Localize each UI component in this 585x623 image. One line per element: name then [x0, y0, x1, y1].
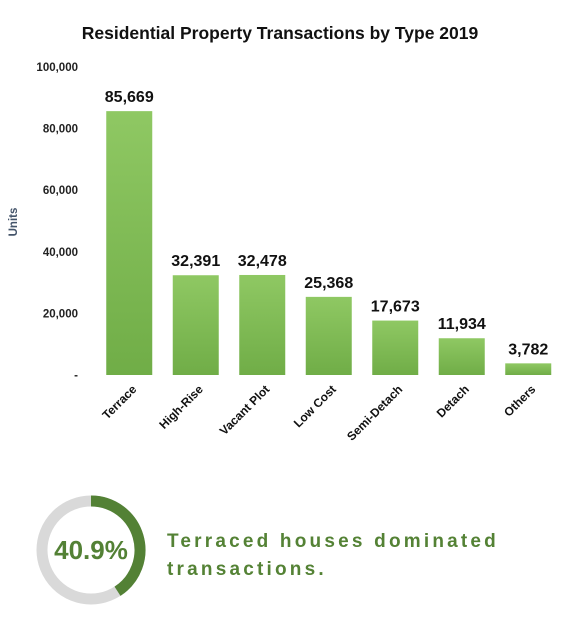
x-category-label: Others: [501, 382, 538, 419]
x-category-label: High-Rise: [156, 382, 206, 432]
x-category-label: Semi-Detach: [344, 382, 405, 443]
y-tick-label: 60,000: [43, 185, 78, 197]
bar-value-label: 3,782: [508, 341, 548, 358]
y-axis-ticks: - 20,000 40,000 60,000 80,000 100,000: [36, 62, 78, 382]
y-tick-label: 20,000: [43, 308, 78, 320]
bar-value-label: 25,368: [304, 275, 353, 292]
x-category-label: Low Cost: [291, 382, 339, 430]
bar: [438, 338, 485, 375]
percent-ring: 40.9%: [36, 495, 146, 605]
bar-value-label: 32,391: [171, 253, 220, 270]
chart-title: Residential Property Transactions by Typ…: [82, 23, 479, 43]
ring-progress-arc: [90, 495, 146, 596]
x-category-label: Terrace: [99, 382, 139, 422]
bar-value-label: 11,934: [438, 316, 486, 333]
y-tick-label: 100,000: [36, 62, 78, 74]
bar: [106, 111, 153, 376]
bar: [305, 296, 352, 375]
y-tick-label: 40,000: [43, 247, 78, 259]
bar-value-label: 85,669: [105, 89, 154, 106]
bar: [372, 320, 419, 375]
highlight-text: Terraced houses dominated transactions.: [167, 531, 499, 580]
bar-value-label: 32,478: [238, 253, 287, 270]
category-labels-group: Terrace High-Rise Vacant Plot Low Cost Semi-…: [99, 382, 538, 444]
bar: [239, 274, 286, 375]
y-tick-label: 80,000: [43, 124, 78, 136]
bar: [172, 275, 219, 375]
bars-group: [106, 111, 552, 376]
y-axis-label: Units: [8, 208, 20, 237]
x-category-label: Vacant Plot: [217, 382, 273, 438]
bar-value-label: 17,673: [371, 299, 420, 316]
ring-percent-label: 40.9%: [54, 535, 128, 565]
x-category-label: Detach: [434, 382, 472, 420]
value-labels-group: 85,669 32,391 32,478 25,368 17,673 11,934 3,78…: [105, 89, 549, 358]
bar: [505, 363, 552, 375]
y-tick-label: -: [74, 370, 78, 382]
